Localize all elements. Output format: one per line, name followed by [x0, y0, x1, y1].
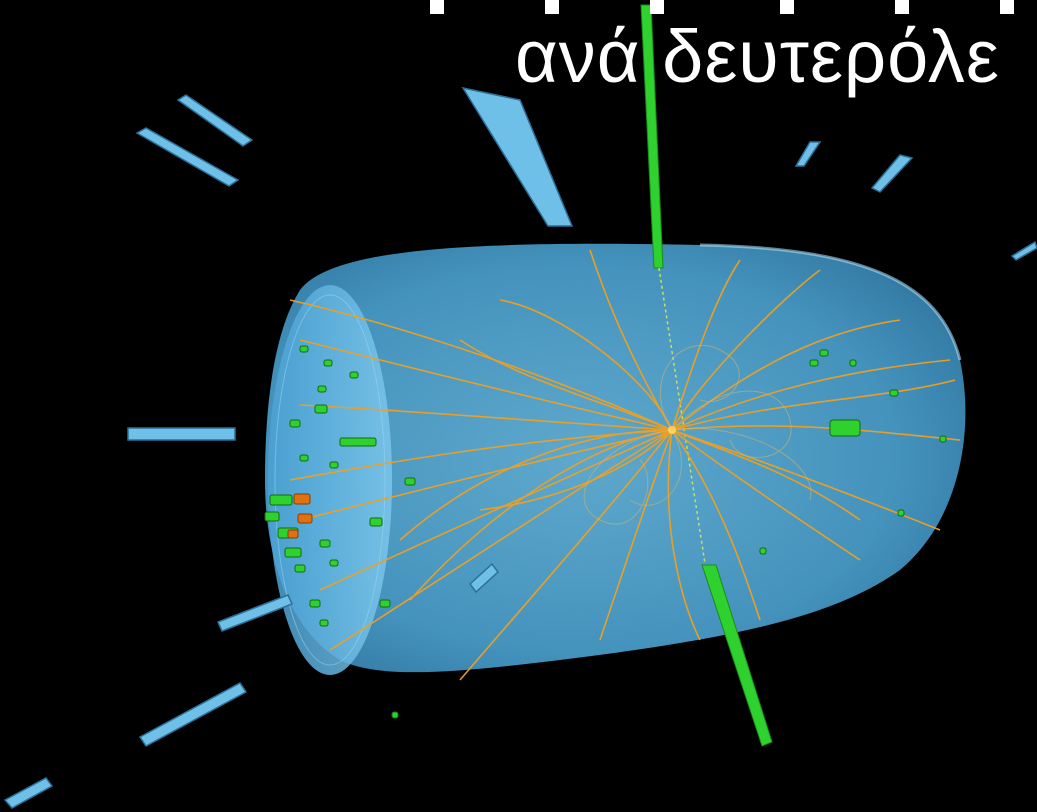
muon-track — [640, 4, 773, 747]
caption-text: ανά δευτερόλε — [515, 15, 1000, 98]
title-top-fragment — [380, 0, 1037, 20]
energy-deposits — [287, 493, 313, 539]
detector-outer-modules — [3, 86, 1037, 809]
interaction-vertex — [668, 426, 676, 434]
low-momentum-tracks — [583, 344, 812, 525]
particle-tracks — [289, 249, 961, 681]
detector-cylinder — [265, 243, 966, 675]
hit-markers — [264, 345, 947, 719]
